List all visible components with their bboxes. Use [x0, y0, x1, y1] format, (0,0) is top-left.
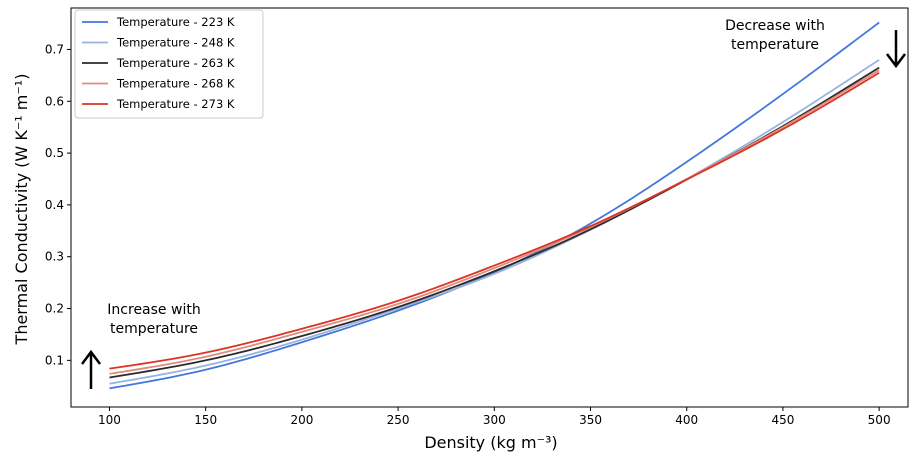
y-tick-label: 0.6 — [45, 94, 64, 108]
y-tick-label: 0.1 — [45, 353, 64, 367]
x-tick-label: 450 — [771, 413, 794, 427]
x-tick-label: 250 — [387, 413, 410, 427]
series-line — [109, 59, 880, 385]
y-axis-ticks: 0.1 0.2 0.3 0.4 0.5 0.6 0.7 — [45, 42, 71, 367]
arrow-up-icon — [81, 349, 101, 389]
legend-entry-label: Temperature - 268 K — [116, 77, 235, 91]
series-line — [109, 71, 880, 370]
y-tick-label: 0.4 — [45, 198, 64, 212]
x-tick-label: 100 — [98, 413, 121, 427]
y-tick-label: 0.2 — [45, 302, 64, 316]
y-tick-label: 0.7 — [45, 42, 64, 56]
x-tick-label: 300 — [483, 413, 506, 427]
legend: Temperature - 223 K Temperature - 248 K Te… — [74, 9, 264, 119]
increase-annotation: Increase with temperature — [81, 302, 201, 389]
legend-entry-label: Temperature - 263 K — [116, 56, 235, 70]
legend-entry-label: Temperature - 223 K — [116, 15, 235, 29]
series-line — [109, 69, 880, 375]
legend-frame — [74, 9, 264, 119]
decrease-annotation: Decrease with temperature — [725, 18, 906, 69]
arrow-down-icon — [886, 30, 906, 69]
plot-frame — [70, 7, 909, 408]
series-lines — [109, 21, 880, 390]
increase-annotation-line2: temperature — [110, 321, 198, 337]
x-tick-label: 150 — [194, 413, 217, 427]
y-tick-label: 0.3 — [45, 250, 64, 264]
decrease-annotation-line2: temperature — [731, 37, 819, 53]
y-axis-label: Thermal Conductivity (W K⁻¹ m⁻¹) — [12, 74, 31, 346]
increase-annotation-line1: Increase with — [107, 302, 200, 318]
x-axis-ticks: 100 150 200 250 300 350 400 450 500 — [98, 407, 891, 427]
series-line — [109, 21, 880, 390]
legend-entry-label: Temperature - 248 K — [116, 36, 235, 50]
x-axis-label: Density (kg m⁻³) — [424, 433, 557, 452]
x-tick-label: 400 — [675, 413, 698, 427]
legend-entry-label: Temperature - 273 K — [116, 97, 235, 111]
decrease-annotation-line1: Decrease with — [725, 18, 825, 34]
x-tick-label: 500 — [868, 413, 891, 427]
x-tick-label: 200 — [290, 413, 313, 427]
y-tick-label: 0.5 — [45, 146, 64, 160]
x-tick-label: 350 — [579, 413, 602, 427]
